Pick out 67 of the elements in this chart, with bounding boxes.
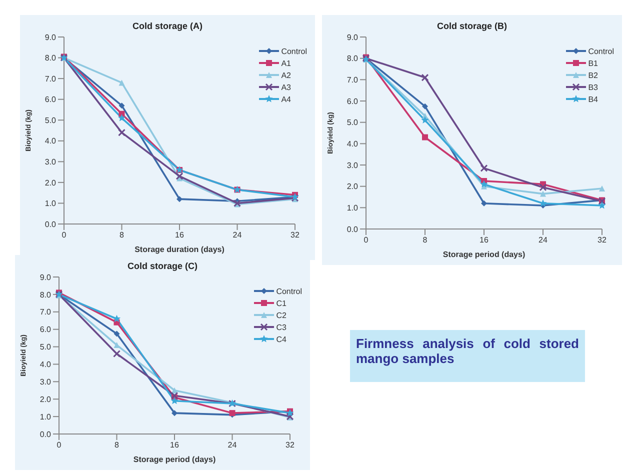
legend-label: C1 (276, 298, 286, 308)
y-tick-label: 6.0 (40, 325, 52, 334)
legend-label: A4 (281, 94, 291, 104)
chart-title: Cold storage (B) (436, 21, 508, 31)
y-tick-label: 9.0 (40, 272, 52, 282)
y-tick-label: 1.0 (346, 204, 359, 213)
y-tick-label: 8.0 (40, 290, 52, 300)
y-tick-label: 2.0 (40, 394, 52, 404)
x-tick-label: 16 (175, 230, 184, 240)
x-tick-label: 0 (364, 236, 369, 245)
legend-label: A1 (281, 58, 291, 68)
y-tick-label: 3.0 (44, 158, 57, 167)
x-tick-label: 32 (286, 440, 295, 450)
y-tick-label: 3.0 (40, 378, 52, 387)
x-tick-label: 8 (422, 236, 428, 245)
chart-title: Cold storage (C) (126, 261, 198, 271)
x-tick-label: 8 (120, 230, 125, 240)
legend-label: A2 (281, 70, 291, 80)
y-tick-label: 5.0 (346, 118, 359, 128)
legend-label: B1 (588, 58, 598, 68)
y-tick-label: 9.0 (44, 32, 57, 42)
x-tick-label: 16 (480, 236, 489, 245)
legend-label: B3 (588, 82, 598, 92)
y-tick-label: 1.0 (40, 412, 52, 422)
legend-label: Control (276, 286, 302, 296)
y-tick-label: 0.0 (44, 220, 57, 229)
x-tick-label: 32 (598, 236, 607, 245)
y-tick-label: 0.0 (40, 430, 52, 439)
legend-label: C3 (276, 322, 286, 332)
x-tick-label: 0 (62, 230, 67, 240)
x-axis-title: Storage period (days) (442, 250, 526, 259)
y-tick-label: 5.0 (44, 116, 57, 125)
legend-label: Control (588, 46, 614, 56)
y-tick-label: 2.0 (44, 178, 57, 188)
y-tick-label: 4.0 (44, 136, 57, 146)
chart-title: Cold storage (A) (131, 21, 204, 31)
y-tick-label: 6.0 (44, 95, 57, 104)
x-tick-label: 16 (170, 440, 180, 450)
y-tick-label: 8.0 (346, 54, 359, 64)
legend-label: A3 (281, 82, 291, 92)
x-tick-label: 24 (228, 440, 238, 450)
x-axis-title: Storage duration (days) (134, 245, 225, 254)
y-tick-label: 8.0 (44, 54, 57, 63)
legend-label: B2 (588, 70, 598, 80)
x-tick-label: 24 (232, 230, 242, 240)
x-tick-label: 8 (114, 440, 120, 450)
legend-label: Control (281, 46, 307, 56)
y-tick-label: 6.0 (346, 96, 359, 106)
y-tick-label: 1.0 (44, 199, 57, 208)
legend-label: C2 (276, 310, 286, 320)
x-tick-label: 0 (56, 440, 62, 450)
x-tick-label: 32 (290, 230, 300, 240)
y-tick-label: 7.0 (40, 308, 52, 317)
y-tick-label: 2.0 (346, 182, 359, 192)
x-axis-title: Storage period (days) (133, 455, 216, 464)
y-tick-label: 7.0 (44, 74, 57, 84)
text: Firmness analysis of cold stored mango samples (356, 336, 579, 366)
legend-label: C4 (276, 334, 286, 344)
y-tick-label: 9.0 (346, 32, 359, 42)
y-tick-label: 5.0 (40, 342, 52, 352)
y-tick-label: 3.0 (346, 160, 359, 170)
y-tick-label: 0.0 (346, 224, 359, 234)
legend-label: B4 (588, 94, 598, 104)
y-tick-label: 7.0 (346, 76, 359, 85)
y-tick-label: 4.0 (346, 140, 359, 149)
y-tick-label: 4.0 (40, 360, 52, 370)
x-tick-label: 24 (538, 236, 548, 245)
